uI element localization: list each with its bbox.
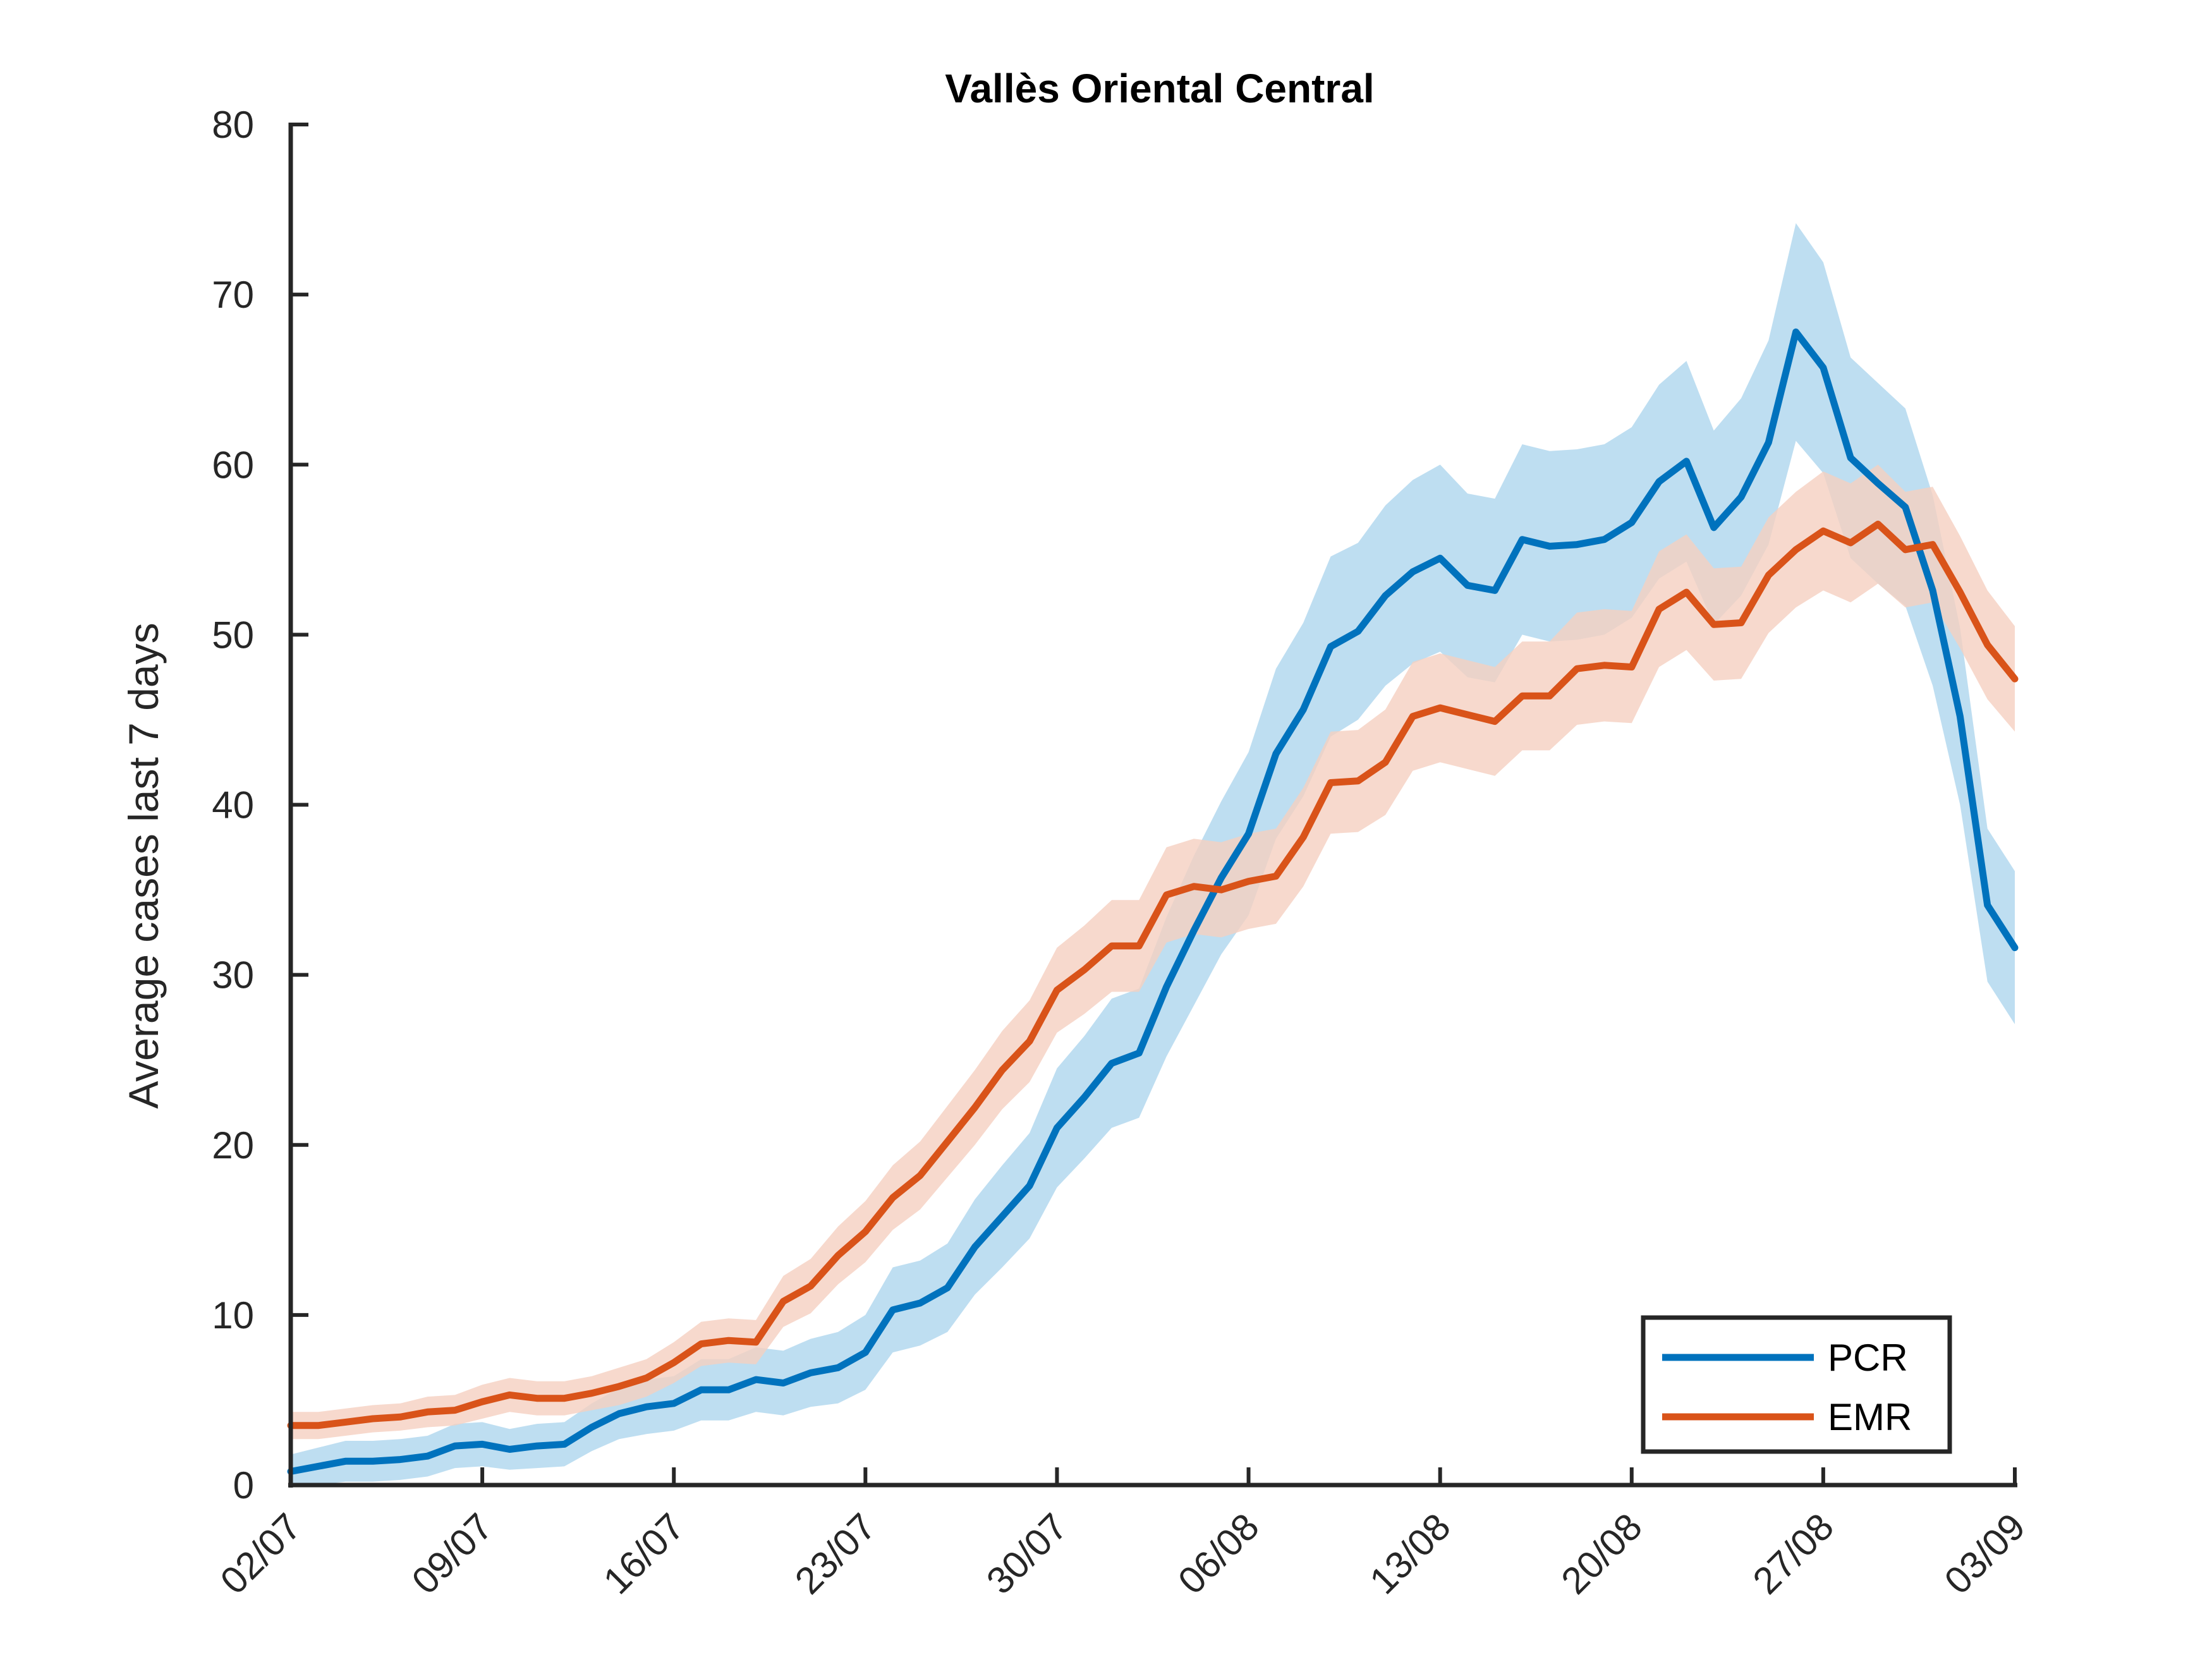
x-tick-label: 27/08 xyxy=(1745,1505,1842,1603)
x-tick-label: 13/08 xyxy=(1361,1505,1459,1603)
chart-title: Vallès Oriental Central xyxy=(945,66,1374,111)
x-tick-label: 20/08 xyxy=(1553,1505,1650,1603)
y-tick-label: 0 xyxy=(233,1464,254,1507)
series-line-pcr xyxy=(287,328,2019,1475)
y-tick-label: 30 xyxy=(212,954,254,997)
y-tick-label: 40 xyxy=(212,784,254,827)
x-tick-label: 09/07 xyxy=(404,1505,501,1603)
legend: PCR EMR xyxy=(1641,1315,1952,1454)
y-tick-label: 70 xyxy=(212,274,254,316)
y-tick-label: 60 xyxy=(212,444,254,486)
x-tick-label: 06/08 xyxy=(1170,1505,1267,1603)
series-lines xyxy=(287,328,2019,1475)
series-line-emr xyxy=(287,520,2019,1429)
y-tick-label: 20 xyxy=(212,1124,254,1167)
x-tick-label: 03/09 xyxy=(1936,1505,2034,1603)
legend-box xyxy=(1641,1315,1952,1454)
x-tick-label: 02/07 xyxy=(212,1505,310,1603)
y-tick-label: 50 xyxy=(212,614,254,656)
y-axis-label: Average cases last 7 days xyxy=(120,622,167,1108)
band-emr xyxy=(291,464,2015,1440)
x-tick-label: 23/07 xyxy=(787,1505,884,1603)
band-pcr xyxy=(291,223,2015,1486)
y-tick-label: 10 xyxy=(212,1294,254,1337)
x-tick-label: 16/07 xyxy=(595,1505,693,1603)
y-tick-label: 80 xyxy=(212,104,254,146)
confidence-bands xyxy=(291,223,2015,1486)
x-tick-label: 30/07 xyxy=(978,1505,1076,1603)
legend-label-emr: EMR xyxy=(1828,1396,1912,1438)
legend-label-pcr: PCR xyxy=(1828,1337,1908,1379)
